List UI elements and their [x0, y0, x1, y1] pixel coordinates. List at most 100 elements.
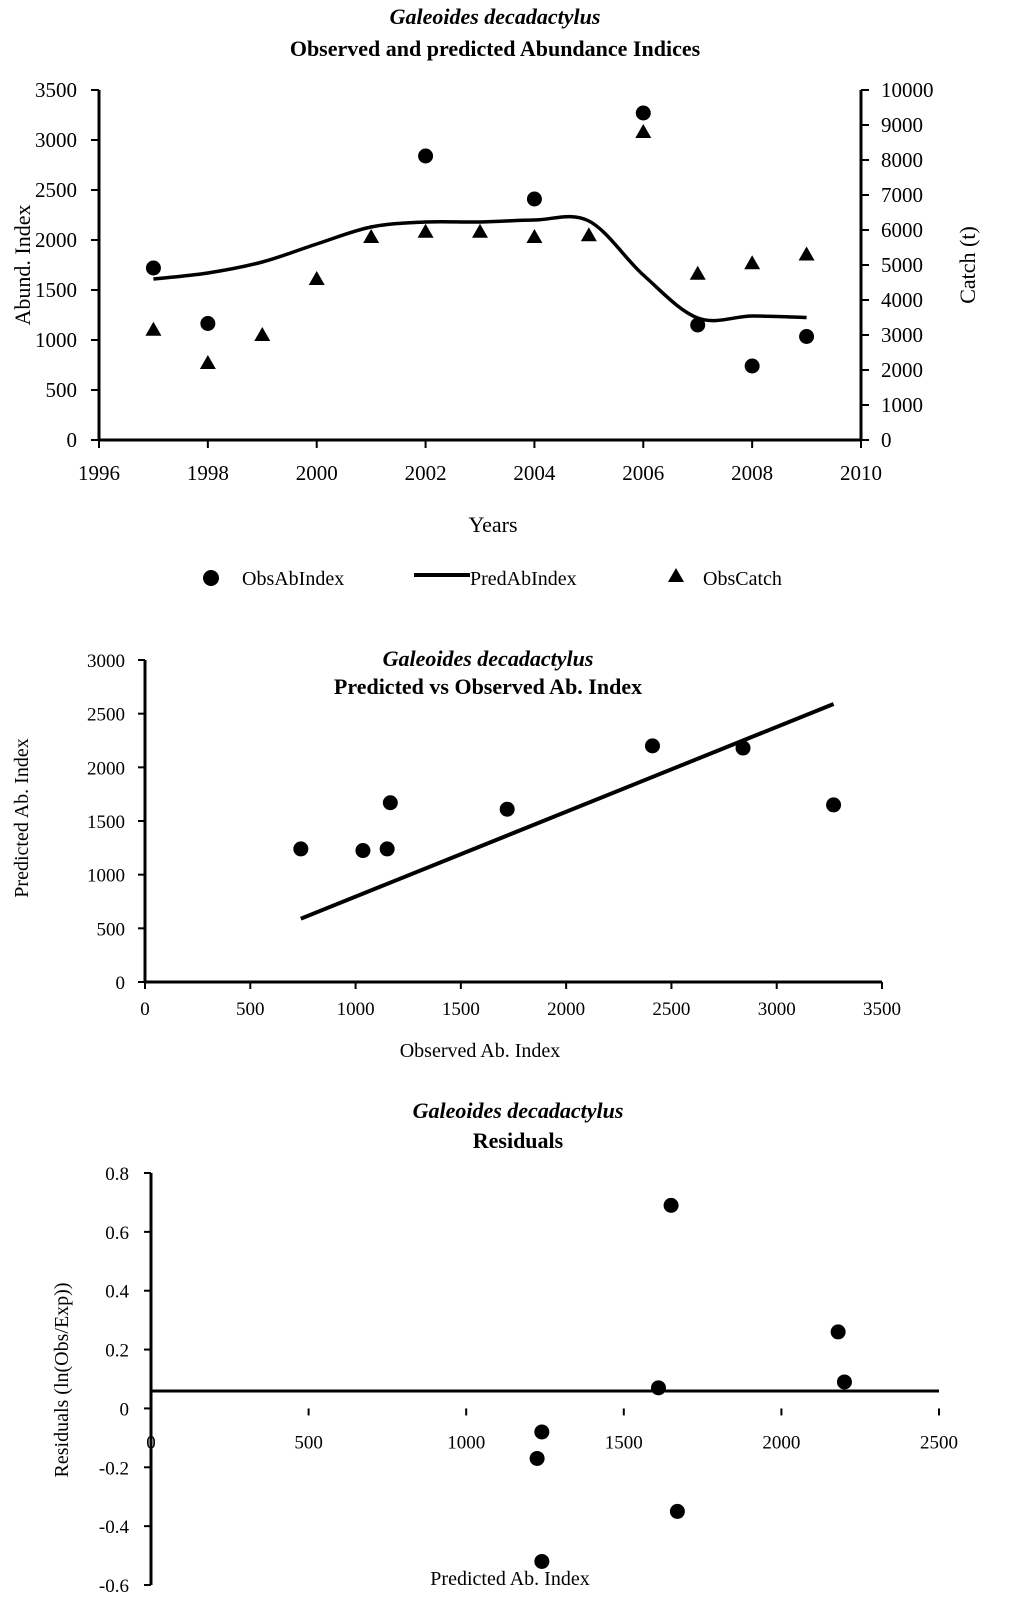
obscatch-point	[798, 246, 815, 261]
scatter-point	[499, 801, 515, 817]
x-tick-label: 2000	[762, 1432, 800, 1453]
y2-tick-label: 9000	[881, 113, 923, 137]
x-tick-label: 2500	[652, 999, 690, 1020]
residual-point	[663, 1197, 679, 1213]
chart-predicted-vs-observed: Galeoides decadactylus Predicted vs Obse…	[11, 646, 901, 1062]
obscatch-point	[145, 321, 162, 336]
obsabindex-point	[635, 105, 651, 121]
obsabindex-point	[200, 316, 216, 331]
y-tick-label: -0.4	[99, 1517, 130, 1538]
chart1-y2-label: Catch (t)	[955, 226, 980, 304]
scatter-point	[293, 841, 309, 857]
residual-point	[669, 1503, 685, 1519]
y-tick-label: 1500	[35, 278, 77, 302]
y-tick-label: 2500	[35, 178, 77, 202]
chart2-subtitle: Predicted vs Observed Ab. Index	[334, 674, 642, 699]
y2-tick-label: 2000	[881, 358, 923, 382]
legend-predabindex-label: PredAbIndex	[470, 568, 577, 590]
y2-tick-label: 5000	[881, 253, 923, 277]
scatter-point	[735, 740, 751, 756]
y-tick-label: 0	[120, 1399, 130, 1420]
x-tick-label: 2008	[731, 461, 773, 485]
x-tick-label: 2002	[405, 461, 447, 485]
legend-obscatch-label: ObsCatch	[703, 568, 782, 590]
y2-tick-label: 6000	[881, 218, 923, 242]
y-tick-label: 2000	[87, 758, 125, 779]
y-tick-label: 3000	[87, 651, 125, 672]
y2-tick-label: 8000	[881, 148, 923, 172]
scatter-point	[826, 797, 842, 813]
chart2-y-label: Predicted Ab. Index	[11, 738, 33, 897]
scatter-point	[355, 843, 371, 859]
y-tick-label: 0.4	[105, 1282, 129, 1303]
obscatch-point	[526, 229, 543, 243]
x-tick-label: 1500	[605, 1432, 643, 1453]
y-tick-label: -0.2	[99, 1458, 129, 1479]
x-tick-label: 0	[140, 999, 150, 1020]
x-tick-label: 2006	[622, 461, 664, 485]
y-tick-label: 1000	[35, 328, 77, 352]
chart1-y-label: Abund. Index	[10, 205, 35, 326]
x-tick-label: 2010	[840, 461, 882, 485]
y-tick-label: 1000	[87, 866, 125, 887]
chart2-title: Galeoides decadactylus	[383, 646, 594, 671]
obsabindex-point	[418, 148, 434, 164]
obscatch-point	[308, 271, 325, 285]
residual-point	[650, 1380, 666, 1396]
y-tick-label: 2000	[35, 228, 77, 252]
x-tick-label: 3500	[863, 999, 901, 1020]
x-tick-label: 2000	[547, 999, 585, 1020]
y-tick-label: 500	[46, 378, 78, 402]
y-tick-label: 0.2	[105, 1341, 129, 1362]
legend-obsabindex-marker	[203, 570, 219, 586]
obsabindex-point	[690, 317, 706, 333]
y-tick-label: 2500	[87, 705, 125, 726]
y-tick-label: 0.8	[105, 1164, 129, 1185]
x-tick-label: 3000	[758, 999, 796, 1020]
obscatch-point	[635, 124, 652, 138]
y2-tick-label: 1000	[881, 393, 923, 417]
reference-line	[300, 702, 835, 921]
scatter-point	[382, 795, 398, 811]
x-tick-label: 1998	[187, 461, 229, 485]
y-tick-label: 1500	[87, 812, 125, 833]
y-tick-label: 0	[67, 428, 78, 452]
obsabindex-point	[744, 358, 760, 374]
x-tick-label: 2000	[296, 461, 338, 485]
chart3-x-label: Predicted Ab. Index	[430, 1568, 589, 1590]
chart3-subtitle: Residuals	[473, 1128, 564, 1153]
residual-point	[529, 1450, 545, 1466]
obscatch-point	[199, 355, 216, 369]
chart1-legend: ObsAbIndex PredAbIndex ObsCatch	[203, 568, 782, 590]
x-tick-label: 1996	[78, 461, 120, 485]
x-tick-label: 0	[146, 1432, 156, 1453]
x-tick-label: 500	[294, 1432, 323, 1453]
y2-tick-label: 10000	[881, 78, 934, 102]
chart-abundance-indices: Galeoides decadactylus Observed and pred…	[10, 4, 980, 590]
obsabindex-point	[799, 329, 815, 344]
chart3-title: Galeoides decadactylus	[413, 1098, 624, 1123]
y-tick-label: 3000	[35, 128, 77, 152]
residual-point	[836, 1374, 852, 1390]
y-tick-label: 3500	[35, 78, 77, 102]
y2-tick-label: 7000	[881, 183, 923, 207]
chart1-x-label: Years	[468, 512, 517, 537]
y-tick-label: 0	[116, 973, 126, 994]
chart2-x-label: Observed Ab. Index	[400, 1040, 561, 1062]
x-tick-label: 500	[236, 999, 265, 1020]
residual-point	[830, 1324, 846, 1340]
obscatch-point	[363, 229, 380, 243]
y-tick-label: 0.6	[105, 1223, 129, 1244]
x-tick-label: 2500	[920, 1432, 958, 1453]
chart-residuals: Galeoides decadactylus Residuals 0 500 100…	[51, 1098, 958, 1597]
scatter-point	[379, 841, 395, 857]
obscatch-point	[417, 223, 434, 238]
y-tick-label: -0.6	[99, 1576, 129, 1597]
chart1-title: Galeoides decadactylus	[390, 4, 601, 29]
scatter-point	[644, 738, 660, 754]
chart3-y-label: Residuals (ln(Obs/Exp))	[51, 1283, 73, 1478]
y2-tick-label: 3000	[881, 323, 923, 347]
legend-obscatch-marker	[668, 568, 684, 582]
y2-tick-label: 4000	[881, 288, 923, 312]
